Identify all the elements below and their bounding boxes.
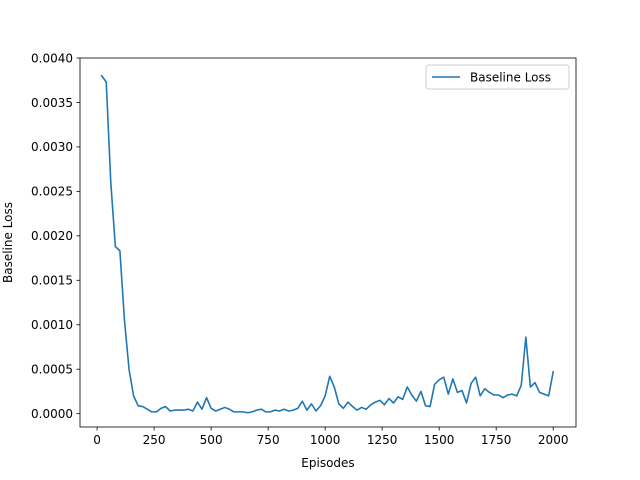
y-tick-label: 0.0035 [31,96,73,110]
axes-frame [79,57,577,428]
legend-box [425,64,570,90]
series-line-baseline-loss [100,74,555,414]
x-axis: 0 250 500 750 1000 1250 1500 1750 2000 [93,427,568,447]
y-tick-label: 0.0005 [31,363,73,377]
y-tick-label: 0.0040 [31,51,73,65]
x-tick-label: 1750 [481,433,512,447]
x-tick-label: 2000 [538,433,569,447]
x-tick-label: 1000 [310,433,341,447]
x-tick-label: 250 [143,433,166,447]
y-tick-label: 0.0000 [31,407,73,421]
x-tick-label: 1250 [367,433,398,447]
x-axis-label: Episodes [301,456,354,470]
y-tick-label: 0.0010 [31,318,73,332]
x-tick-label: 0 [93,433,101,447]
x-tick-label: 1500 [424,433,455,447]
x-tick-label: 750 [257,433,280,447]
plot-area [79,57,577,428]
y-axis: 0.0000 0.0005 0.0010 0.0015 0.0020 0.0025 0.00… [31,51,80,421]
y-tick-label: 0.0030 [31,140,73,154]
x-tick-label: 500 [200,433,223,447]
legend: Baseline Loss [425,64,570,90]
legend-label: Baseline Loss [470,70,551,84]
y-tick-label: 0.0025 [31,185,73,199]
y-tick-label: 0.0020 [31,229,73,243]
y-axis-label: Baseline Loss [1,202,15,283]
y-tick-label: 0.0015 [31,274,73,288]
